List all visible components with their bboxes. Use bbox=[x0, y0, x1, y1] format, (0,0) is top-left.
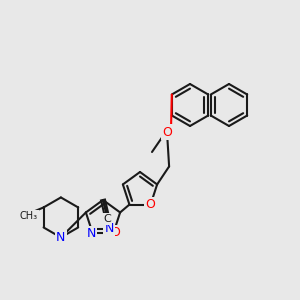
Text: O: O bbox=[162, 125, 172, 139]
Text: N: N bbox=[104, 221, 114, 235]
Text: O: O bbox=[111, 226, 121, 239]
Text: O: O bbox=[146, 198, 155, 211]
Text: CH₃: CH₃ bbox=[20, 212, 38, 221]
Text: N: N bbox=[87, 227, 96, 240]
Text: C: C bbox=[103, 214, 111, 224]
Text: N: N bbox=[56, 231, 66, 244]
